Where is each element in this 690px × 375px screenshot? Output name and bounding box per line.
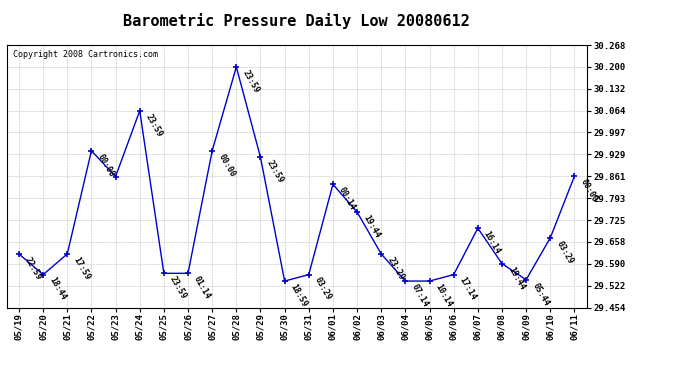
Text: 18:59: 18:59	[289, 282, 309, 309]
Text: Copyright 2008 Cartronics.com: Copyright 2008 Cartronics.com	[12, 50, 158, 59]
Text: 00:14: 00:14	[337, 186, 357, 212]
Text: 19:44: 19:44	[506, 265, 526, 291]
Text: 05:44: 05:44	[531, 281, 551, 307]
Text: 00:00: 00:00	[217, 152, 237, 178]
Text: 17:59: 17:59	[72, 255, 92, 282]
Text: 10:14: 10:14	[434, 282, 454, 309]
Text: 23:59: 23:59	[265, 159, 285, 185]
Text: 01:14: 01:14	[193, 275, 213, 301]
Text: 22:59: 22:59	[23, 255, 43, 282]
Text: Barometric Pressure Daily Low 20080612: Barometric Pressure Daily Low 20080612	[124, 13, 470, 29]
Text: 16:14: 16:14	[482, 230, 502, 256]
Text: 03:29: 03:29	[313, 276, 333, 302]
Text: 23:59: 23:59	[144, 112, 164, 138]
Text: 23:29: 23:29	[386, 255, 406, 282]
Text: 00:00: 00:00	[96, 152, 116, 178]
Text: 23:59: 23:59	[241, 68, 261, 94]
Text: 19:44: 19:44	[362, 213, 382, 240]
Text: 03:29: 03:29	[555, 239, 575, 266]
Text: 18:44: 18:44	[48, 276, 68, 302]
Text: 17:14: 17:14	[458, 276, 478, 302]
Text: 23:59: 23:59	[168, 275, 188, 301]
Text: 00:00: 00:00	[579, 178, 599, 204]
Text: 07:14: 07:14	[410, 282, 430, 309]
